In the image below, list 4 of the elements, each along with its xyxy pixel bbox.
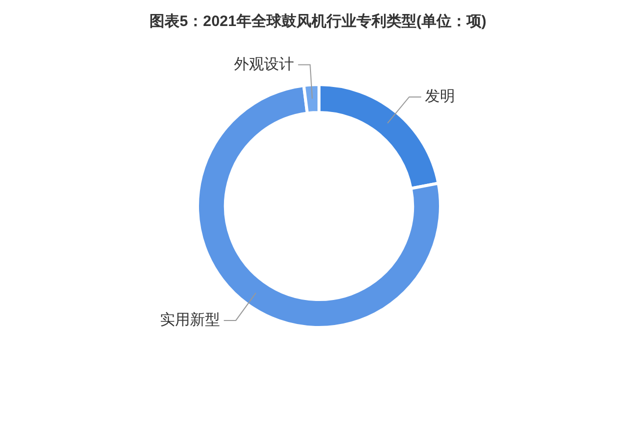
slice-label: 实用新型 bbox=[160, 312, 220, 329]
chart-title: 图表5：2021年全球鼓风机行业专利类型(单位：项) bbox=[150, 13, 486, 30]
slice-label: 发明 bbox=[425, 88, 456, 106]
slice-label: 外观设计 bbox=[234, 56, 294, 73]
